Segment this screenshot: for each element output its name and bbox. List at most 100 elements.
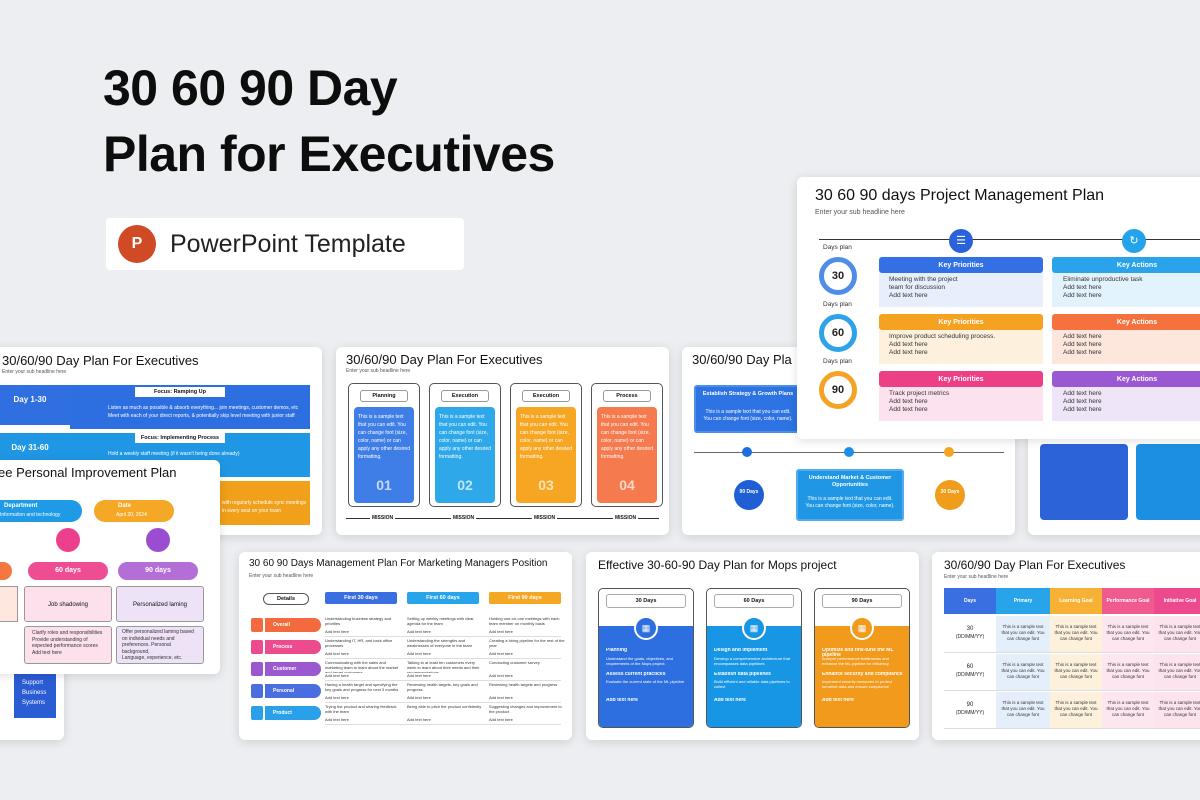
powerpoint-icon: P — [118, 225, 156, 263]
row-divider — [325, 724, 561, 725]
table-cell: This is a sample text that you can edit.… — [1102, 616, 1154, 652]
column-label: Planning — [360, 390, 408, 402]
priority-item: Meeting with the project — [889, 276, 958, 283]
grid-cell: Having a health target and specifying th… — [325, 682, 399, 692]
slide-marketing-managers[interactable]: 30 60 90 Days Management Plan For Market… — [239, 552, 572, 740]
actions-list: Eliminate unproductive task Add text here… — [1057, 276, 1143, 300]
mission-label-4: MISSION — [613, 515, 639, 521]
hero-title-line1: 30 60 90 Day — [103, 60, 398, 116]
list-60-item: Add text here — [32, 649, 62, 656]
grid-cell-add: Add text here — [407, 651, 431, 656]
slide-title: ee Personal Improvement Plan — [0, 465, 177, 480]
column-body: This is a sample text that you can edit.… — [439, 414, 491, 460]
slide-subtitle: Enter your sub headline here — [346, 368, 411, 374]
grid-cell-add: Add text here — [407, 717, 431, 722]
priorities-list: Improve product scheduling process. Add t… — [883, 333, 995, 357]
marker-2 — [844, 447, 854, 457]
slide-executives-table[interactable]: 30/60/90 Day Plan For Executives Enter y… — [932, 552, 1200, 740]
row3-bullet2: in every seat on your team — [222, 508, 281, 514]
column-body-bg — [597, 407, 657, 503]
grid-cell-add: Add text here — [407, 629, 431, 634]
dept-pill — [0, 500, 82, 522]
header-line — [819, 239, 1200, 240]
row-label: Personal — [265, 684, 321, 698]
period-header: First 60 days — [407, 592, 479, 604]
column-label: Process — [603, 390, 651, 402]
slide-partial-right[interactable] — [1028, 420, 1200, 535]
day1-block — [0, 385, 70, 425]
table-cell: This is a sample text that you can edit.… — [1154, 654, 1200, 690]
mops-item: Analyze performance bottlenecks and enha… — [822, 656, 889, 666]
action-item: Add text here — [1063, 333, 1102, 340]
priorities-list: Track project metrics Add text here Add te… — [883, 390, 949, 414]
days-plan-label: Days plan — [823, 358, 852, 365]
mops-item: Implement security measures to protect s… — [822, 679, 893, 689]
table-day: 30 — [966, 626, 974, 632]
mops-item: Develop a comprehensive architecture tha… — [714, 656, 791, 666]
date-pill — [94, 500, 174, 522]
slide-title: 30/60/90 Day Plan For Executives — [2, 353, 199, 368]
list-90-item: Language, experience, etc. — [122, 655, 183, 661]
calendar-icon-60 — [56, 528, 80, 552]
partial-box2 — [1136, 444, 1200, 520]
table-cell: This is a sample text that you can edit.… — [1050, 616, 1102, 652]
row2-bullet1: Hold a weekly staff meeting (if it wasn'… — [108, 451, 240, 457]
marker-3 — [944, 447, 954, 457]
row-divider — [325, 636, 561, 637]
list-90-item: background, — [122, 648, 150, 655]
box1-title: Establish Strategy & Growth Plans — [702, 391, 794, 397]
slide-mops-project[interactable]: Effective 30-60-90 Day Plan for Mops pro… — [586, 552, 919, 740]
sidebar-strip — [14, 672, 56, 718]
slide-executives-columns[interactable]: 30/60/90 Day Plan For Executives Enter y… — [336, 347, 669, 535]
box1 — [694, 385, 802, 433]
grid-cell: Suggesting changes and improvement to th… — [489, 704, 562, 714]
list-60-item: Provide understanding of — [32, 636, 88, 643]
grid-cell: Holding one-on-one meetings with each te… — [489, 616, 560, 626]
key-actions-header: Key Actions — [1052, 371, 1200, 387]
column-label: Execution — [441, 390, 489, 402]
grid-cell-add: Add text here — [325, 673, 349, 678]
priorities-box — [879, 330, 1043, 364]
table-cell: This is a sample text that you can edit.… — [1102, 654, 1154, 690]
mops-body — [815, 626, 909, 727]
mission-label-2: MISSION — [451, 515, 477, 521]
slide-subtitle: Enter your sub headline here — [815, 209, 905, 216]
date-value: April 20, 2024 — [116, 512, 147, 518]
table-cell: This is a sample text that you can edit.… — [1154, 616, 1200, 652]
days-ring: 30 — [819, 257, 857, 295]
grid-cell: Understanding the strengths and weakness… — [407, 638, 472, 648]
day1-label: Day 1-30 — [13, 395, 47, 404]
priority-item: Add text here — [889, 398, 928, 405]
hero-title-line2: Plan for Executives — [103, 126, 555, 182]
priorities-box — [879, 273, 1043, 307]
slide-subtitle: Enter your sub headline here — [944, 574, 1009, 580]
mops-body — [599, 626, 693, 727]
grid-cell: Being able to pitch the product confiden… — [407, 704, 482, 709]
grid-cell-add: Add text here — [325, 651, 349, 656]
list-60: Clarify roles and responsibilities Provi… — [32, 630, 102, 656]
table-day: 60 — [966, 664, 974, 670]
cycle-icon: ↻ — [1122, 229, 1146, 253]
date-label: Date — [118, 503, 132, 509]
mops-item: Assess current practices — [606, 672, 666, 677]
slide-personal-improvement[interactable]: ee Personal Improvement Plan Department … — [0, 460, 220, 674]
column-frame — [591, 383, 663, 507]
grid-cell-add: Add text here — [407, 695, 431, 700]
list-90: Offer personalized laming based on indiv… — [122, 629, 194, 662]
calendar-icon: ▦ — [742, 616, 766, 640]
calendar-icon-90 — [146, 528, 170, 552]
slide-title: 30/60/90 Day Pla — [692, 352, 792, 367]
mops-item: Add text here — [714, 698, 746, 703]
table-header: Learning Goal — [1050, 588, 1102, 614]
row-icon — [251, 618, 263, 632]
table-header: Performance Goal — [1102, 588, 1154, 614]
priorities-list: Meeting with the project team for discuss… — [883, 276, 958, 300]
list-90-item: preferences. Personal — [122, 642, 171, 648]
row-divider — [325, 702, 561, 703]
slide-project-management[interactable]: 30 60 90 days Project Management Plan En… — [797, 177, 1200, 439]
mission-line — [346, 518, 659, 519]
column-frame — [429, 383, 501, 507]
days-ring: 90 — [819, 371, 857, 409]
table-cell: This is a sample text that you can edit.… — [1154, 692, 1200, 728]
row-icon — [251, 640, 263, 654]
